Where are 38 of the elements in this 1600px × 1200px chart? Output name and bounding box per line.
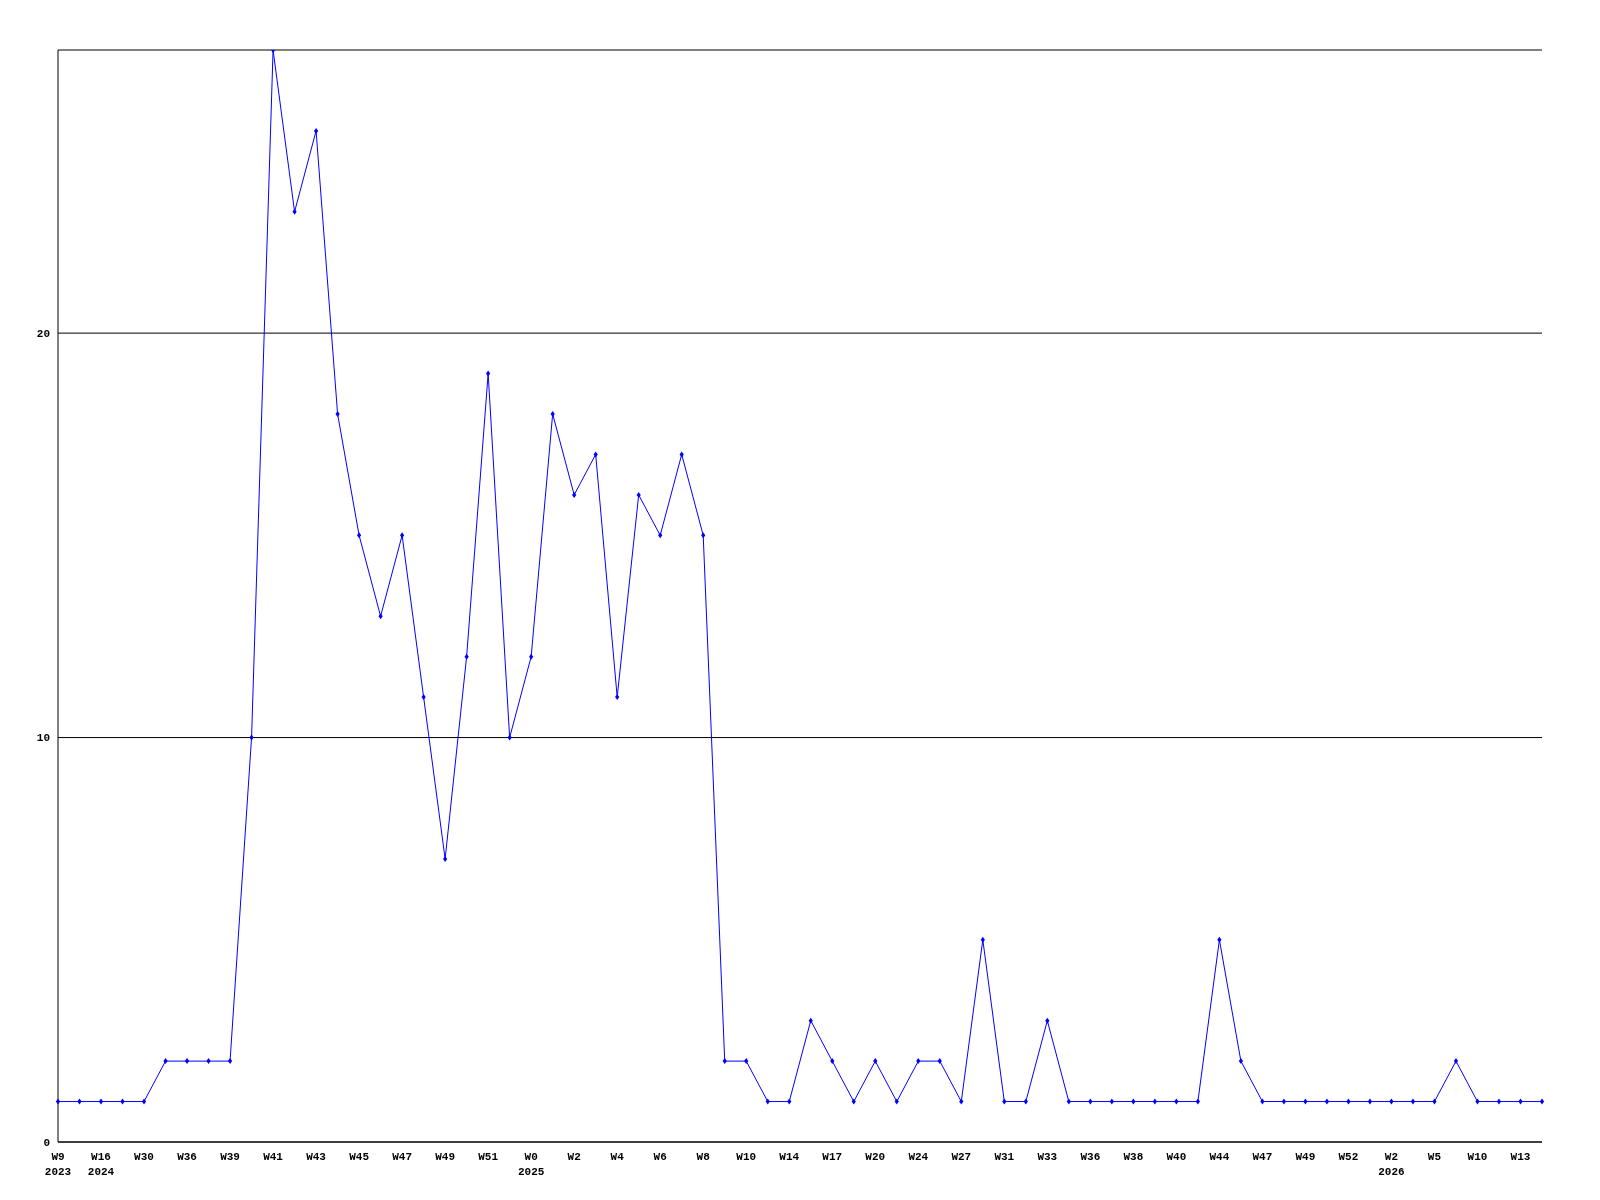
x-tick-label: W33 — [1037, 1151, 1058, 1163]
x-tick-label: W45 — [349, 1151, 370, 1163]
x-tick-label: W30 — [134, 1151, 154, 1163]
x-tick-label: W43 — [306, 1151, 327, 1163]
x-tick-label: W13 — [1510, 1151, 1531, 1163]
x-tick-label: W16 2024 — [87, 1151, 115, 1178]
x-tick-label: W2 — [567, 1151, 581, 1163]
x-tick-label: W6 — [653, 1151, 667, 1163]
x-tick-label: W2 2026 — [1378, 1151, 1405, 1178]
x-tick-label: W41 — [263, 1151, 284, 1163]
y-tick-label: 10 — [36, 732, 50, 745]
x-tick-label: W49 — [435, 1151, 456, 1163]
x-tick-label: W20 — [865, 1151, 886, 1163]
x-tick-label: W10 — [1467, 1151, 1488, 1163]
x-tick-label: W39 — [220, 1151, 240, 1163]
x-tick-label: W8 — [696, 1151, 711, 1163]
x-tick-label: W14 — [779, 1151, 800, 1163]
x-tick-label: W52 — [1338, 1151, 1359, 1163]
x-tick-label: W17 — [822, 1151, 843, 1163]
x-tick-label: W0 2025 — [517, 1151, 545, 1178]
x-tick-label: W27 — [951, 1151, 972, 1163]
y-tick-label: 20 — [36, 328, 50, 341]
x-tick-label: W51 — [478, 1151, 499, 1163]
y-tick-label: 0 — [43, 1136, 50, 1149]
x-tick-label: W5 — [1427, 1151, 1442, 1163]
x-tick-label: W36 — [1080, 1151, 1101, 1163]
x-tick-label: W4 — [610, 1151, 625, 1163]
x-tick-label: W49 — [1295, 1151, 1316, 1163]
x-tick-label: W47 — [392, 1151, 413, 1163]
x-tick-label: W10 — [736, 1151, 757, 1163]
x-tick-label: W9 2023 — [44, 1151, 72, 1178]
x-tick-label: W36 — [177, 1151, 197, 1163]
x-tick-label: W38 — [1123, 1151, 1144, 1163]
x-tick-label: W44 — [1209, 1151, 1230, 1163]
x-tick-label: W40 — [1166, 1151, 1187, 1163]
x-tick-label: W31 — [994, 1151, 1015, 1163]
x-tick-label: W47 — [1252, 1151, 1273, 1163]
x-tick-label: W24 — [908, 1151, 929, 1163]
